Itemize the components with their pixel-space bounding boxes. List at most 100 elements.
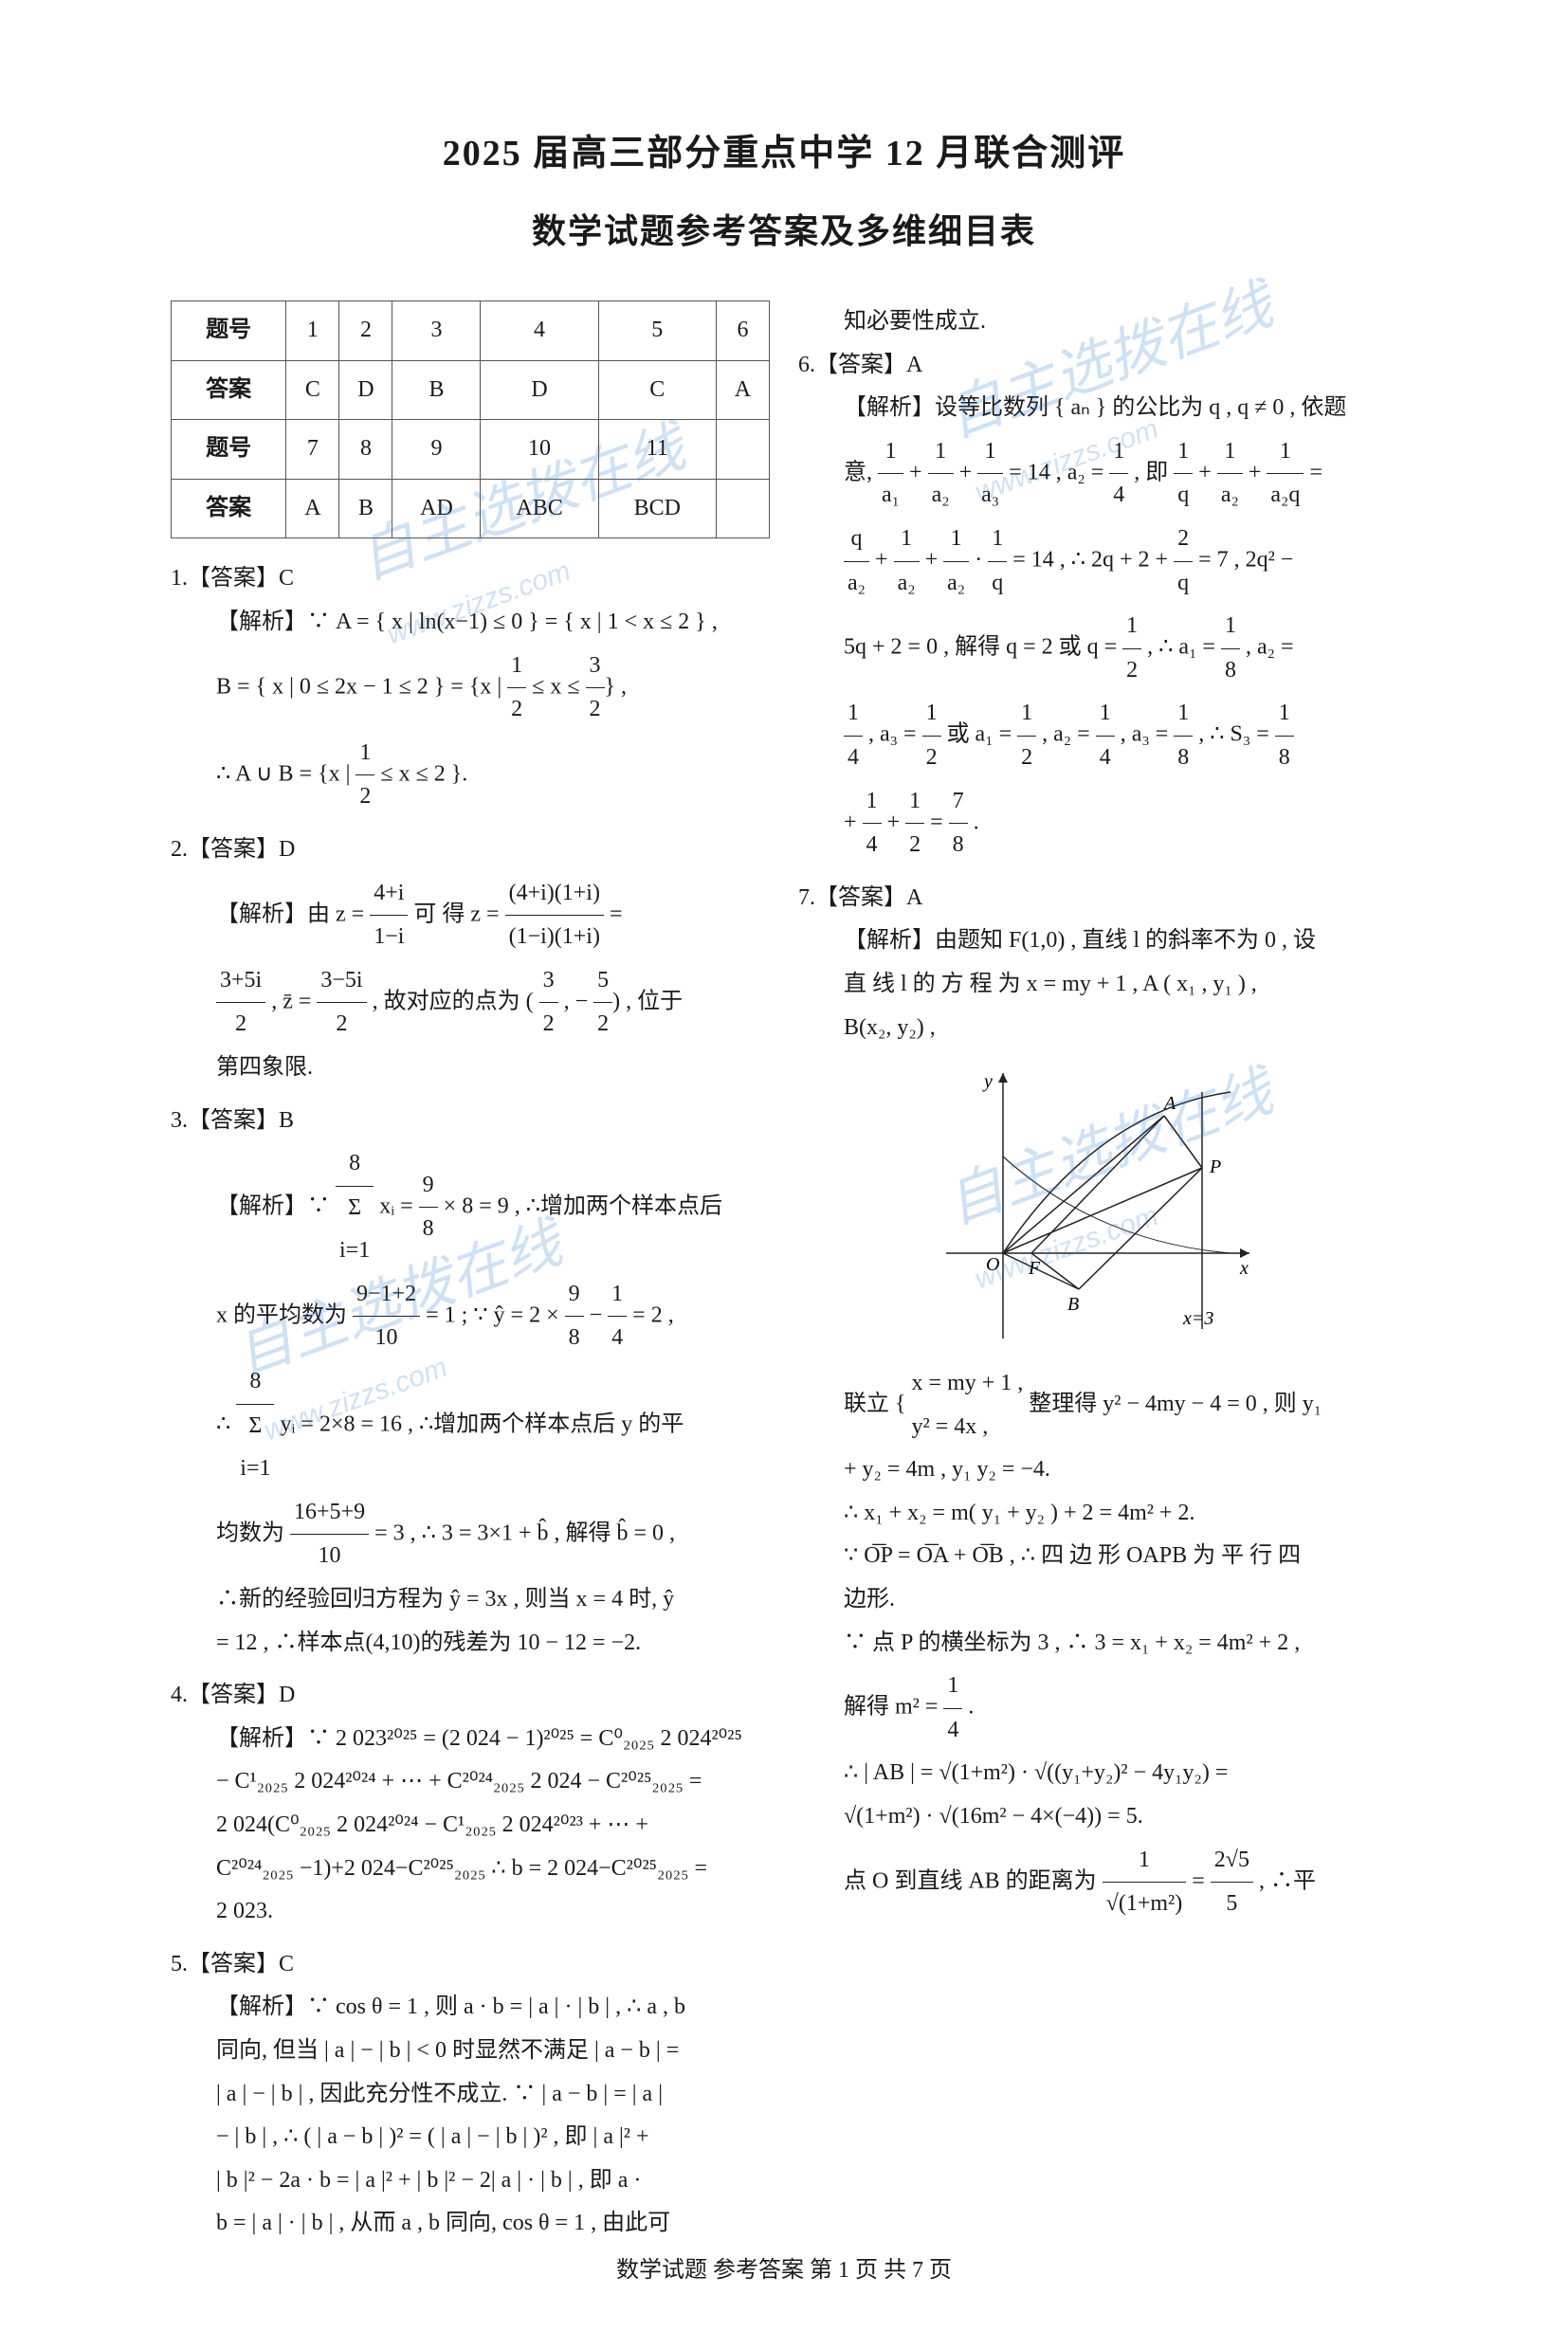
line: 直 线 l 的 方 程 为 x = my + 1 , A ( x₁ , y₁ )… (798, 963, 1397, 1007)
line: 意, 1a₁ + 1a₂ + 1a₃ = 14 , a₂ = 14 , 即 1q… (798, 430, 1397, 518)
line: 【解析】设等比数列 { aₙ } 的公比为 q , q ≠ 0 , 依题 (798, 387, 1397, 430)
row-label: 题号 (172, 420, 286, 480)
line: 【解析】∵ 8Σi=1 xᵢ = 98 × 8 = 9 , ∴增加两个样本点后 (171, 1142, 770, 1273)
question-2: 2.【答案】D 【解析】由 z = 4+i1−i 可 得 z = (4+i)(1… (171, 829, 770, 1090)
line: 同向, 但当 | a | − | b | < 0 时显然不满足 | a − b … (171, 2030, 770, 2073)
page: 自主选拨在线 www.zizzs.com 自主选拨在线 www.zizzs.co… (0, 0, 1568, 2331)
left-column: 题号 1 2 3 4 5 6 答案 C D B D C A (171, 300, 770, 2255)
line: C²⁰²⁴₂₀₂₅ −1)+2 024−C²⁰²⁵₂₀₂₅ ∴ b = 2 02… (171, 1848, 770, 1891)
label-y: y (982, 1071, 993, 1092)
line: − | b | , ∴ ( | a − b | )² = ( | a | − |… (171, 2116, 770, 2159)
cell: 1 (286, 301, 339, 361)
line: 2 023. (171, 1890, 770, 1934)
line: + y₂ = 4m , y₁ y₂ = −4. (798, 1448, 1397, 1492)
label-O: O (986, 1254, 999, 1275)
cell: 3 (392, 301, 481, 361)
line: 边形. (798, 1578, 1397, 1622)
line: + 14 + 12 = 78 . (798, 780, 1397, 867)
line: B(x₂, y₂) , (798, 1007, 1397, 1050)
cell: A (286, 479, 339, 538)
cell: C (286, 360, 339, 420)
question-3: 3.【答案】B 【解析】∵ 8Σi=1 xᵢ = 98 × 8 = 9 , ∴增… (171, 1100, 770, 1666)
line: x 的平均数为 9−1+210 = 1 ; ∵ ŷ = 2 × 98 − 14 … (171, 1273, 770, 1360)
line: = 12 , ∴样本点(4,10)的残差为 10 − 12 = −2. (171, 1622, 770, 1666)
cell: AD (392, 479, 481, 538)
right-column: 知必要性成立. 6.【答案】A 【解析】设等比数列 { aₙ } 的公比为 q … (798, 300, 1397, 2255)
cell: 4 (481, 301, 598, 361)
line: ∴新的经验回归方程为 ŷ = 3x , 则当 x = 4 时, ŷ (171, 1578, 770, 1622)
answer-head: 6.【答案】A (798, 344, 1397, 388)
label-F: F (1028, 1258, 1041, 1279)
line: ∴ 8Σi=1 yᵢ = 2×8 = 16 , ∴增加两个样本点后 y 的平 (171, 1360, 770, 1491)
answer-head: 2.【答案】D (171, 829, 770, 872)
cell (716, 479, 769, 538)
cell: 7 (286, 420, 339, 480)
line: 【解析】∵ A = { x | ln(x−1) ≤ 0 } = { x | 1 … (171, 601, 770, 645)
cell: A (716, 360, 769, 420)
page-title: 2025 届高三部分重点中学 12 月联合测评 (171, 123, 1397, 175)
cell: B (339, 479, 392, 538)
line: 【解析】∵ cos θ = 1 , 则 a · b = | a | · | b … (171, 1986, 770, 2030)
cell: 5 (598, 301, 716, 361)
answer-head: 7.【答案】A (798, 877, 1397, 920)
line: − C¹₂₀₂₅ 2 024²⁰²⁴ + ⋯ + C²⁰²⁴₂₀₂₅ 2 024… (171, 1760, 770, 1804)
answer-head: 1.【答案】C (171, 557, 770, 601)
question-7: 7.【答案】A 【解析】由题知 F(1,0) , 直线 l 的斜率不为 0 , … (798, 877, 1397, 1926)
question-6: 6.【答案】A 【解析】设等比数列 { aₙ } 的公比为 q , q ≠ 0 … (798, 344, 1397, 867)
line: 14 , a₃ = 12 或 a₁ = 12 , a₂ = 14 , a₃ = … (798, 692, 1397, 779)
line: 知必要性成立. (798, 300, 1397, 344)
cell: 11 (598, 420, 716, 480)
line: ∴ | AB | = √(1+m²) · √((y₁+y₂)² − 4y₁y₂)… (798, 1752, 1397, 1795)
line: | b |² − 2a · b = | a |² + | b |² − 2| a… (171, 2159, 770, 2203)
row-label: 答案 (172, 360, 286, 420)
question-1: 1.【答案】C 【解析】∵ A = { x | ln(x−1) ≤ 0 } = … (171, 557, 770, 819)
label-x: x (1239, 1258, 1249, 1279)
line: 解得 m² = 14 . (798, 1665, 1397, 1752)
cell: 9 (392, 420, 481, 480)
label-A: A (1162, 1093, 1176, 1114)
line: 2 024(C⁰₂₀₂₅ 2 024²⁰²⁴ − C¹₂₀₂₅ 2 024²⁰²… (171, 1804, 770, 1848)
line: 第四象限. (171, 1047, 770, 1090)
label-B: B (1067, 1294, 1079, 1315)
cell: ABC (481, 479, 598, 538)
line: √(1+m²) · √(16m² − 4×(−4)) = 5. (798, 1795, 1397, 1839)
table-row: 答案 C D B D C A (172, 360, 770, 420)
line: 均数为 16+5+910 = 3 , ∴ 3 = 3×1 + b̂ , 解得 b… (171, 1491, 770, 1578)
cell: 8 (339, 420, 392, 480)
table-row: 答案 A B AD ABC BCD (172, 479, 770, 538)
line: ∵ O͞P = O͞A + O͞B , ∴ 四 边 形 OAPB 为 平 行 四 (798, 1535, 1397, 1578)
line: 【解析】∵ 2 023²⁰²⁵ = (2 024 − 1)²⁰²⁵ = C⁰₂₀… (171, 1718, 770, 1761)
cell: D (481, 360, 598, 420)
cell (716, 420, 769, 480)
question-5: 5.【答案】C 【解析】∵ cos θ = 1 , 则 a · b = | a … (171, 1943, 770, 2246)
cell: 6 (716, 301, 769, 361)
line: qa₂ + 1a₂ + 1a₂ · 1q = 14 , ∴ 2q + 2 + 2… (798, 518, 1397, 605)
line: 5q + 2 = 0 , 解得 q = 2 或 q = 12 , ∴ a₁ = … (798, 605, 1397, 692)
cell: BCD (598, 479, 716, 538)
page-footer: 数学试题 参考答案 第 1 页 共 7 页 (171, 2250, 1397, 2284)
row-label: 题号 (172, 301, 286, 361)
page-subtitle: 数学试题参考答案及多维细目表 (171, 204, 1397, 253)
line: 【解析】由 z = 4+i1−i 可 得 z = (4+i)(1+i)(1−i)… (171, 872, 770, 959)
line: 点 O 到直线 AB 的距离为 1√(1+m²) = 2√55 , ∴平 (798, 1839, 1397, 1926)
line: | a | − | b | , 因此充分性不成立. ∵ | a − b | = … (171, 2073, 770, 2117)
line: b = | a | · | b | , 从而 a , b 同向, cos θ =… (171, 2202, 770, 2246)
label-P: P (1209, 1156, 1221, 1177)
answer-head: 5.【答案】C (171, 1943, 770, 1987)
cell: D (339, 360, 392, 420)
cell: 2 (339, 301, 392, 361)
cell: C (598, 360, 716, 420)
answer-head: 3.【答案】B (171, 1100, 770, 1143)
answer-head: 4.【答案】D (171, 1674, 770, 1718)
row-label: 答案 (172, 479, 286, 538)
line: ∴ A ∪ B = {x | 12 ≤ x ≤ 2 }. (171, 732, 770, 819)
label-x3: x=3 (1182, 1308, 1213, 1329)
line: 联立 { x = my + 1 , y² = 4x , 整理得 y² − 4my… (798, 1362, 1397, 1448)
answer-table: 题号 1 2 3 4 5 6 答案 C D B D C A (171, 300, 770, 538)
table-row: 题号 7 8 9 10 11 (172, 420, 770, 480)
line: 【解析】由题知 F(1,0) , 直线 l 的斜率不为 0 , 设 (798, 920, 1397, 963)
line: ∵ 点 P 的横坐标为 3 , ∴ 3 = x₁ + x₂ = 4m² + 2 … (798, 1622, 1397, 1666)
question-4: 4.【答案】D 【解析】∵ 2 023²⁰²⁵ = (2 024 − 1)²⁰²… (171, 1674, 770, 1934)
cell: 10 (481, 420, 598, 480)
line: 3+5i2 , z̄ = 3−5i2 , 故对应的点为 ( 32 , − 52)… (171, 959, 770, 1047)
